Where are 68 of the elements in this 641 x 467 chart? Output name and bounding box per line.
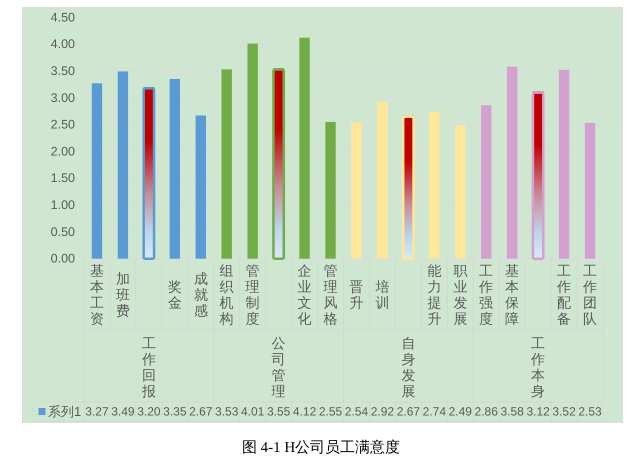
bar — [351, 122, 362, 259]
x-tick-label: 晋升 — [349, 278, 364, 310]
x-tick-label: 奖金 — [168, 278, 182, 310]
data-label: 3.49 — [111, 404, 135, 418]
data-label: 4.12 — [292, 404, 317, 418]
data-label: 3.35 — [163, 404, 187, 418]
x-tick-label: 职业发展 — [453, 262, 468, 326]
bar — [506, 66, 518, 259]
x-tick-label: 组织机构 — [218, 262, 234, 326]
x-tick-label: 管理制度 — [246, 262, 260, 326]
x-tick-label: 管理风格 — [322, 262, 338, 326]
y-tick-label: 0.00 — [50, 252, 76, 266]
y-tick-label: 4.00 — [50, 37, 76, 52]
data-label: 2.55 — [318, 404, 343, 418]
data-label: 3.20 — [137, 404, 161, 418]
y-tick-label: 0.50 — [50, 224, 76, 239]
text: 工作回报 — [140, 335, 156, 399]
data-label: 3.27 — [85, 404, 109, 418]
y-tick-label: 1.00 — [50, 198, 76, 212]
bar — [170, 78, 180, 259]
data-label: 3.55 — [266, 404, 291, 418]
x-tick-label: 成就感 — [194, 270, 208, 318]
data-label: 3.12 — [526, 404, 550, 418]
bar — [377, 102, 388, 259]
bar — [558, 70, 570, 259]
x-tick-label: 基本保障 — [505, 262, 520, 326]
bar — [299, 38, 310, 259]
data-label: 2.53 — [578, 404, 602, 418]
bar — [584, 122, 596, 259]
data-label: 2.67 — [396, 404, 420, 418]
bar — [481, 105, 492, 259]
text: 工作本身 — [530, 335, 546, 399]
x-tick-label: 工作配备 — [556, 262, 572, 326]
bar — [118, 71, 128, 259]
x-tick-label: 工作强度 — [478, 262, 494, 326]
bar — [247, 44, 258, 259]
bar — [455, 125, 466, 259]
bar — [325, 122, 336, 259]
text: 自身发展 — [401, 335, 416, 399]
x-tick-label: 能力提升 — [427, 262, 442, 326]
y-tick-label: 3.00 — [50, 90, 76, 105]
text: 公司管理 — [272, 335, 286, 399]
data-label: 2.74 — [422, 404, 446, 418]
y-tick-label: 4.50 — [50, 10, 76, 24]
x-tick-label: 加班费 — [116, 270, 130, 318]
y-tick-label: 1.50 — [50, 171, 76, 186]
text: 图 4-1 H公司员工满意度 — [242, 439, 400, 456]
data-label: 2.67 — [189, 404, 213, 418]
data-label: 2.92 — [370, 404, 394, 418]
x-tick-label: 工作团队 — [582, 262, 598, 326]
legend-label: 系列1 — [48, 404, 82, 419]
data-label: 2.54 — [344, 404, 368, 418]
bar — [222, 69, 232, 259]
bar — [196, 115, 206, 259]
y-tick-label: 2.00 — [50, 144, 76, 158]
data-label: 4.01 — [240, 404, 265, 418]
x-tick-label: 培训 — [374, 278, 390, 310]
y-tick-label: 3.50 — [50, 64, 76, 78]
bar — [92, 83, 102, 259]
x-tick-label: 基本工资 — [90, 262, 104, 326]
data-label: 3.52 — [552, 404, 576, 418]
data-label: 2.86 — [474, 404, 498, 418]
data-label: 2.49 — [448, 404, 472, 418]
data-label: 3.58 — [500, 404, 524, 418]
bar — [429, 112, 440, 259]
data-label: 3.53 — [215, 404, 239, 418]
y-tick-label: 2.50 — [50, 118, 76, 132]
x-tick-label: 企业文化 — [298, 262, 312, 326]
